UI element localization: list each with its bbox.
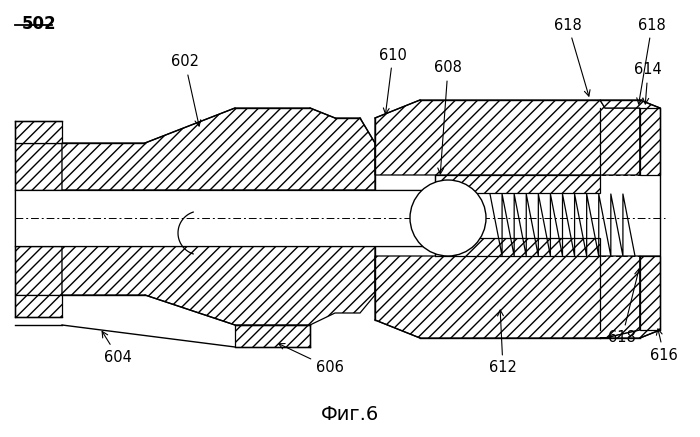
Polygon shape <box>435 175 600 193</box>
Text: Фиг.6: Фиг.6 <box>321 406 379 424</box>
Text: 610: 610 <box>379 48 407 114</box>
Text: 616: 616 <box>650 329 678 363</box>
Polygon shape <box>375 256 640 338</box>
Polygon shape <box>15 121 62 143</box>
Polygon shape <box>15 143 62 190</box>
Text: 618: 618 <box>608 269 640 346</box>
Bar <box>15 190 430 246</box>
Polygon shape <box>600 100 660 175</box>
Polygon shape <box>235 325 310 347</box>
Text: 612: 612 <box>489 310 517 375</box>
Text: 608: 608 <box>434 60 462 174</box>
Text: 618: 618 <box>637 17 666 104</box>
Circle shape <box>410 180 486 256</box>
Polygon shape <box>62 108 375 190</box>
Text: 602: 602 <box>171 55 201 126</box>
Text: 614: 614 <box>634 62 662 104</box>
Polygon shape <box>15 246 62 295</box>
Text: 606: 606 <box>279 343 344 375</box>
Text: 618: 618 <box>554 17 590 96</box>
Polygon shape <box>15 295 62 317</box>
Polygon shape <box>640 108 660 175</box>
Polygon shape <box>640 256 660 330</box>
Polygon shape <box>600 256 660 338</box>
Text: 502: 502 <box>22 15 57 33</box>
Polygon shape <box>375 100 640 175</box>
Text: 604: 604 <box>102 331 132 364</box>
Polygon shape <box>62 246 375 325</box>
Polygon shape <box>435 238 600 256</box>
